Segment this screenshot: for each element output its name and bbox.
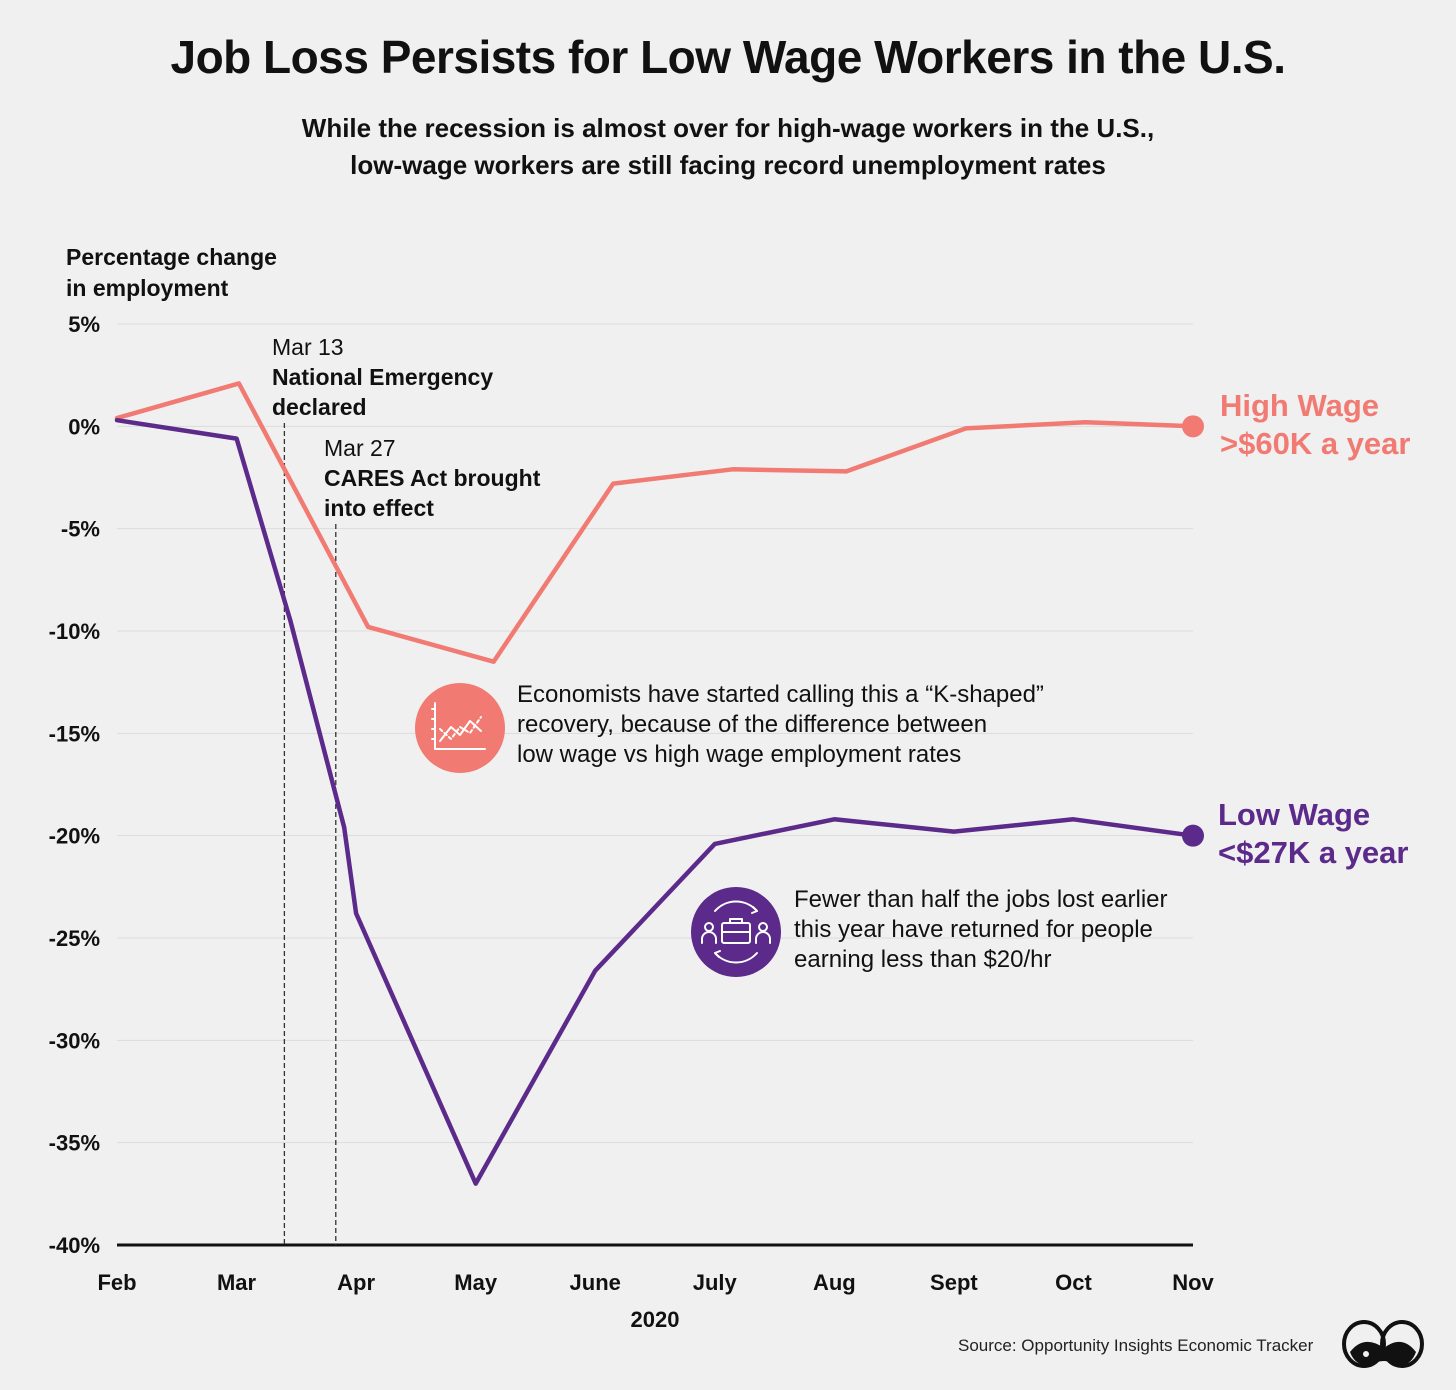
k-shaped-callout: Economists have started calling this a “… (517, 680, 1044, 770)
y-tick-label: -30% (49, 1028, 100, 1053)
x-tick-label: Aug (813, 1270, 856, 1295)
x-tick-label: June (570, 1270, 621, 1295)
briefcase-people-icon (691, 887, 781, 977)
y-tick-label: -10% (49, 619, 100, 644)
source-note: Source: Opportunity Insights Economic Tr… (958, 1336, 1314, 1355)
x-tick-label: Feb (97, 1270, 136, 1295)
y-tick-label: -20% (49, 824, 100, 849)
low-wage-callout: Fewer than half the jobs lost earlier th… (794, 885, 1168, 975)
series-line-low-wage (114, 417, 1196, 1186)
series-end-point (1182, 415, 1204, 438)
x-tick-label: Oct (1055, 1270, 1092, 1295)
annotation-date: Mar 13 (272, 334, 344, 360)
x-tick-label: July (693, 1270, 738, 1295)
chart-subtitle: While the recession is almost over for h… (0, 110, 1456, 184)
y-tick-label: -5% (61, 517, 100, 542)
low-wage-callout-line-3: earning less than $20/hr (794, 946, 1052, 973)
k-shaped-callout-line-2: recovery, because of the difference betw… (517, 711, 988, 738)
y-axis-title-line-1: Percentage change (66, 244, 277, 270)
series-label: >$60K a year (1220, 426, 1410, 461)
line-chart-icon (415, 683, 505, 773)
x-axis-title: 2020 (631, 1307, 680, 1332)
x-tick-label: Nov (1172, 1270, 1214, 1295)
k-shaped-callout-line-1: Economists have started calling this a “… (517, 681, 1044, 708)
series-label: <$27K a year (1218, 835, 1408, 870)
series-label: Low Wage (1218, 797, 1370, 832)
x-tick-label: Sept (930, 1270, 978, 1295)
binoculars-logo-graphic (1342, 1320, 1424, 1368)
y-tick-label: -15% (49, 721, 100, 746)
annotation-text: declared (272, 394, 367, 420)
series-line-high-wage (114, 381, 1196, 664)
binoculars-logo (1340, 1310, 1428, 1377)
y-tick-label: -25% (49, 926, 100, 951)
subtitle-line-1: While the recession is almost over for h… (301, 113, 1155, 143)
series-label: High Wage (1220, 388, 1379, 423)
y-axis-title-line-2: in employment (66, 275, 229, 301)
y-tick-label: -40% (49, 1233, 100, 1258)
y-tick-label: 5% (68, 312, 100, 337)
low-wage-callout-line-1: Fewer than half the jobs lost earlier (794, 886, 1168, 913)
subtitle-line-2: low-wage workers are still facing record… (350, 150, 1106, 180)
x-tick-label: May (454, 1270, 498, 1295)
briefcase-people-icon-graphic (691, 887, 781, 977)
k-shaped-callout-line-3: low wage vs high wage employment rates (517, 741, 962, 768)
series-end-point (1182, 824, 1204, 847)
y-tick-label: -35% (49, 1131, 100, 1156)
line-chart-icon-graphic (415, 683, 505, 773)
annotation-text: CARES Act brought (324, 465, 541, 491)
annotation-text: National Emergency (272, 364, 493, 390)
y-axis-title: Percentage change in employment (66, 242, 277, 304)
chart-title: Job Loss Persists for Low Wage Workers i… (170, 31, 1286, 83)
y-tick-label: 0% (68, 414, 100, 439)
low-wage-callout-line-2: this year have returned for people (794, 916, 1153, 943)
x-tick-label: Mar (217, 1270, 257, 1295)
annotation-date: Mar 27 (324, 435, 396, 461)
annotation-text: into effect (324, 495, 434, 521)
x-tick-label: Apr (337, 1270, 375, 1295)
